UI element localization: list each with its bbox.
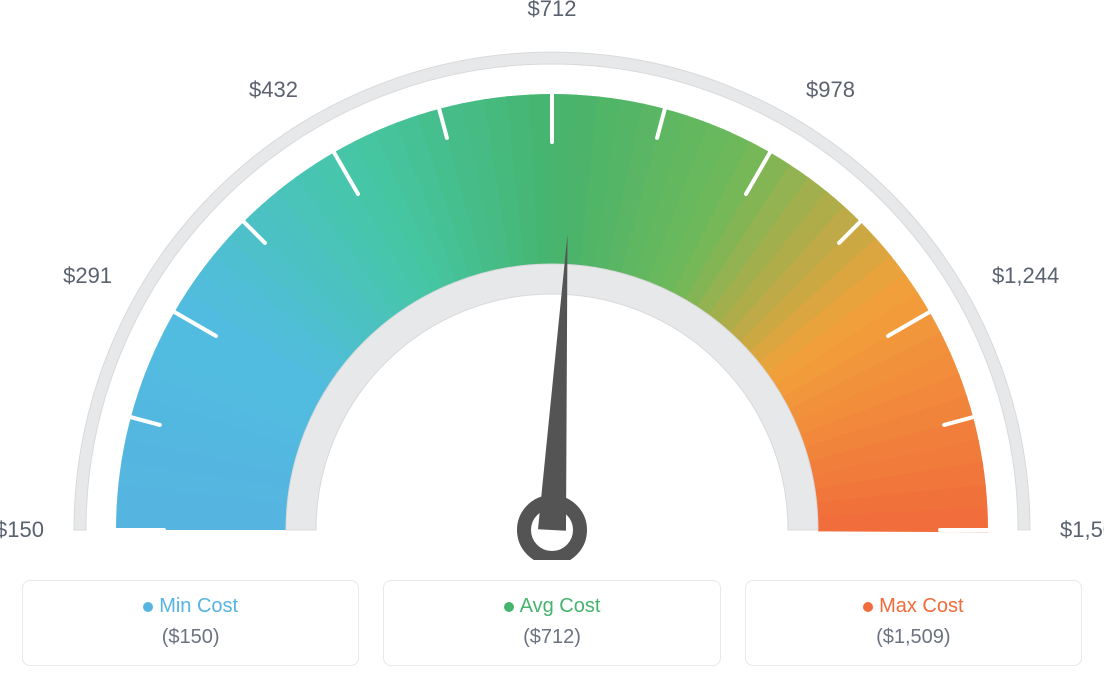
legend-title-avg: Avg Cost [394,595,709,618]
legend-title-max: Max Cost [756,595,1071,618]
gauge-tick-label: $1,509 [1060,517,1104,543]
legend-row: Min Cost ($150) Avg Cost ($712) Max Cost… [22,580,1082,666]
legend-value-min: ($150) [33,626,348,649]
legend-card-max: Max Cost ($1,509) [745,580,1082,666]
dot-icon [863,602,873,612]
gauge-tick-label: $150 [0,517,44,543]
gauge-tick-label: $712 [528,0,577,22]
legend-title-min: Min Cost [33,595,348,618]
legend-card-min: Min Cost ($150) [22,580,359,666]
gauge-svg [0,0,1104,560]
dot-icon [143,602,153,612]
legend-title-text: Max Cost [879,595,963,617]
dot-icon [504,602,514,612]
legend-value-max: ($1,509) [756,626,1071,649]
gauge-tick-label: $978 [806,77,855,103]
legend-title-text: Min Cost [159,595,238,617]
legend-value-avg: ($712) [394,626,709,649]
legend-title-text: Avg Cost [520,595,601,617]
gauge-tick-label: $1,244 [992,263,1059,289]
gauge-tick-label: $291 [63,263,112,289]
gauge-chart: $150 $291 $432 $712 $978 $1,244 $1,509 [0,0,1104,560]
legend-card-avg: Avg Cost ($712) [383,580,720,666]
gauge-tick-label: $432 [249,77,298,103]
